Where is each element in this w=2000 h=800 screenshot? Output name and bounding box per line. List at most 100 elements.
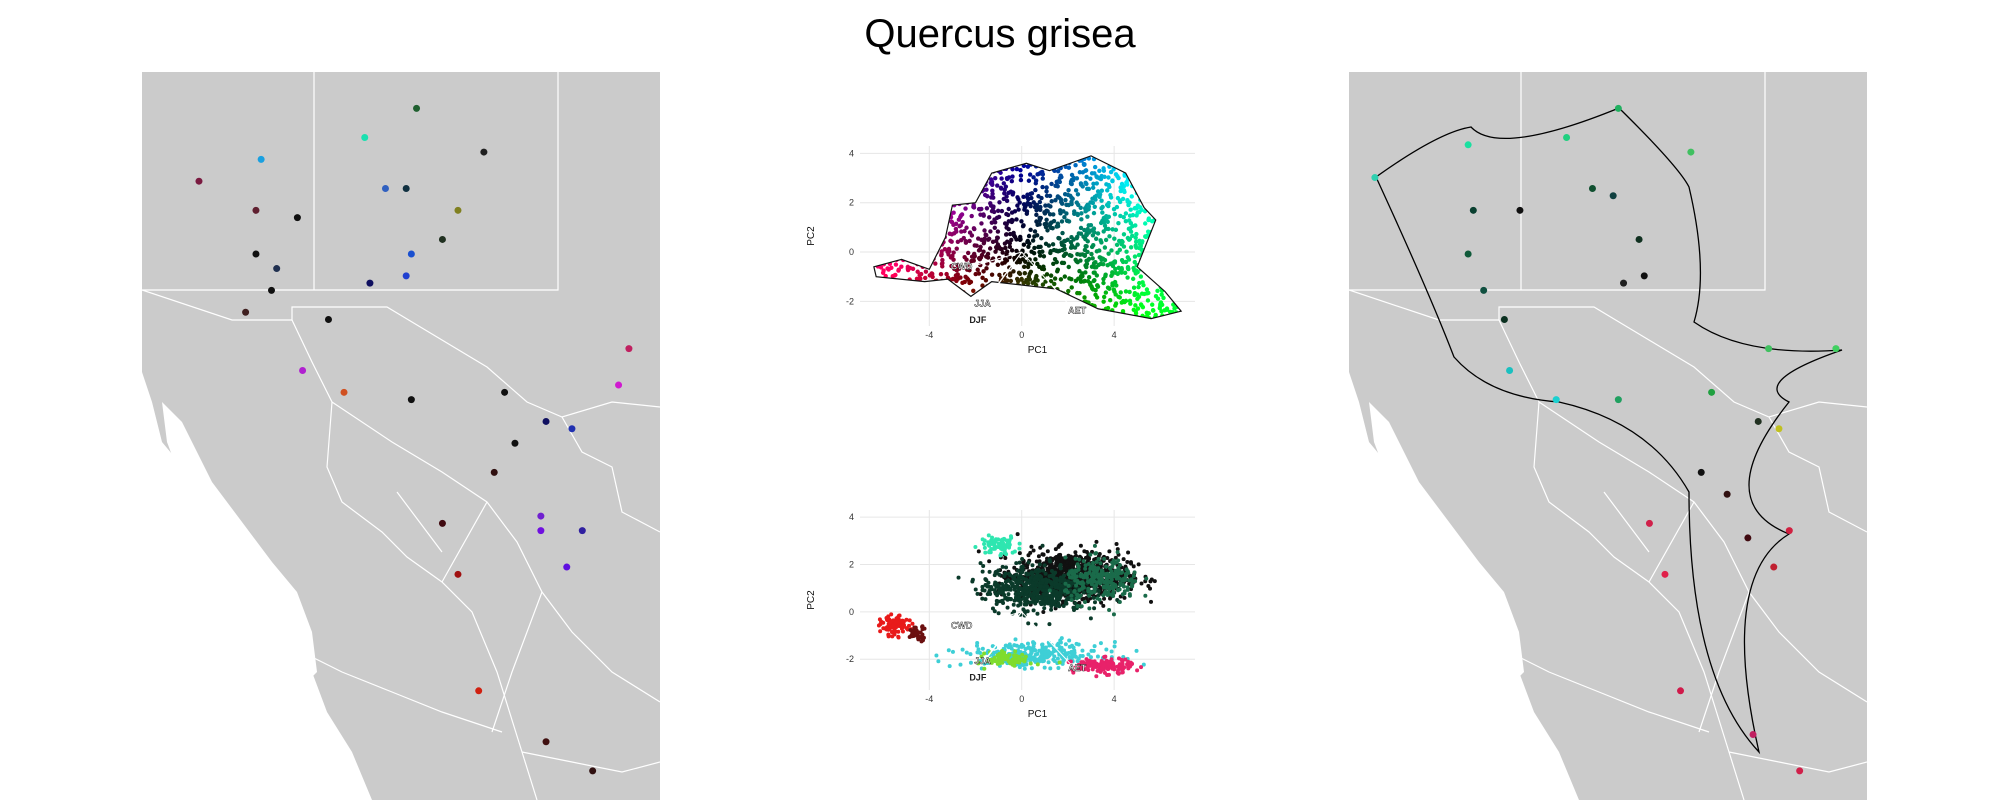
scatter-point <box>1051 212 1056 217</box>
scatter-points <box>876 532 1157 679</box>
scatter-point <box>869 272 873 276</box>
scatter-point <box>1186 186 1190 190</box>
scatter-point <box>999 176 1004 181</box>
scatter-point <box>1028 203 1033 209</box>
scatter-point <box>1096 175 1102 181</box>
scatter-point <box>1067 322 1071 326</box>
scatter-point <box>1078 543 1083 548</box>
scatter-point <box>1092 164 1098 170</box>
scatter-point <box>1005 605 1010 610</box>
scatter-point <box>1124 319 1128 323</box>
scatter-point <box>1167 281 1172 286</box>
scatter-point <box>1159 169 1165 174</box>
scatter-point <box>1125 155 1130 160</box>
scatter-point <box>1042 155 1047 159</box>
scatter-point <box>1151 160 1156 165</box>
scatter-point <box>917 308 922 313</box>
scatter-point <box>1041 658 1046 663</box>
scatter-point <box>1078 573 1083 578</box>
scatter-point <box>1161 264 1167 270</box>
scatter-point <box>980 646 985 651</box>
scatter-point <box>1095 283 1100 288</box>
pca-plot-top: -4 0 4 -2 0 2 4 PC1 PC2 CWD JJA DJF AET <box>800 136 1210 366</box>
scatter-point <box>896 614 901 619</box>
scatter-point <box>934 653 939 658</box>
scatter-point <box>955 262 960 268</box>
scatter-point <box>1055 169 1061 174</box>
scatter-point <box>1120 570 1125 575</box>
scatter-point <box>956 155 961 157</box>
scatter-point <box>998 544 1003 549</box>
scatter-point <box>1096 557 1101 562</box>
scatter-point <box>886 242 892 247</box>
scatter-point <box>866 211 870 215</box>
scatter-point <box>1184 152 1188 156</box>
scatter-point <box>1193 297 1197 301</box>
scatter-point <box>1108 169 1114 175</box>
scatter-point <box>1145 184 1150 190</box>
scatter-point <box>894 242 899 248</box>
scatter-point <box>907 158 912 163</box>
scatter-point <box>891 293 897 299</box>
scatter-point <box>907 321 911 325</box>
scatter-point <box>1061 311 1067 317</box>
scatter-point <box>1056 294 1061 300</box>
scatter-point <box>1036 301 1042 307</box>
scatter-point <box>1049 568 1054 573</box>
scatter-point <box>936 211 942 217</box>
scatter-point <box>1178 191 1182 196</box>
scatter-point <box>1189 304 1193 308</box>
map-point <box>615 381 623 389</box>
scatter-point <box>1069 201 1074 207</box>
scatter-point <box>868 272 872 276</box>
scatter-point <box>1003 184 1009 189</box>
scatter-point <box>951 170 956 175</box>
scatter-point <box>1050 600 1055 605</box>
scatter-point <box>1053 292 1059 298</box>
scatter-point <box>1042 665 1047 670</box>
scatter-point <box>931 308 936 313</box>
scatter-point <box>1091 595 1096 600</box>
scatter-point <box>1027 144 1031 148</box>
x-tick-label: -4 <box>925 330 933 340</box>
scatter-point <box>1045 308 1050 313</box>
scatter-point <box>1044 272 1050 277</box>
scatter-point <box>1047 565 1052 570</box>
scatter-point <box>992 209 997 215</box>
scatter-point <box>1017 644 1022 649</box>
scatter-point <box>1185 234 1189 238</box>
scatter-point <box>889 149 893 153</box>
scatter-point <box>942 194 947 200</box>
map-point <box>413 104 421 112</box>
scatter-point <box>884 242 889 247</box>
scatter-point <box>892 186 897 191</box>
scatter-point <box>1150 302 1155 307</box>
scatter-point <box>996 163 1001 168</box>
scatter-point <box>910 195 916 200</box>
scatter-point <box>903 203 909 208</box>
scatter-point <box>899 230 904 236</box>
scatter-point <box>920 145 924 149</box>
scatter-point <box>1124 182 1130 187</box>
scatter-point <box>1063 324 1067 328</box>
scatter-point <box>1000 540 1005 545</box>
scatter-point <box>984 266 989 271</box>
scatter-point <box>1027 580 1032 585</box>
scatter-point <box>1075 659 1080 664</box>
scatter-point <box>1007 303 1013 308</box>
scatter-point <box>873 302 879 307</box>
scatter-point <box>1108 592 1113 597</box>
map-point <box>324 316 332 324</box>
scatter-point <box>995 661 1000 666</box>
scatter-point <box>1133 309 1138 314</box>
scatter-point <box>936 184 941 189</box>
scatter-point <box>1042 606 1047 611</box>
scatter-point <box>1047 643 1052 648</box>
scatter-point <box>1017 551 1022 556</box>
scatter-point <box>1073 601 1078 606</box>
scatter-point <box>973 162 979 167</box>
scatter-point <box>1055 269 1060 274</box>
scatter-point <box>1120 670 1125 675</box>
scatter-point <box>1161 182 1167 188</box>
scatter-point <box>1065 560 1070 565</box>
